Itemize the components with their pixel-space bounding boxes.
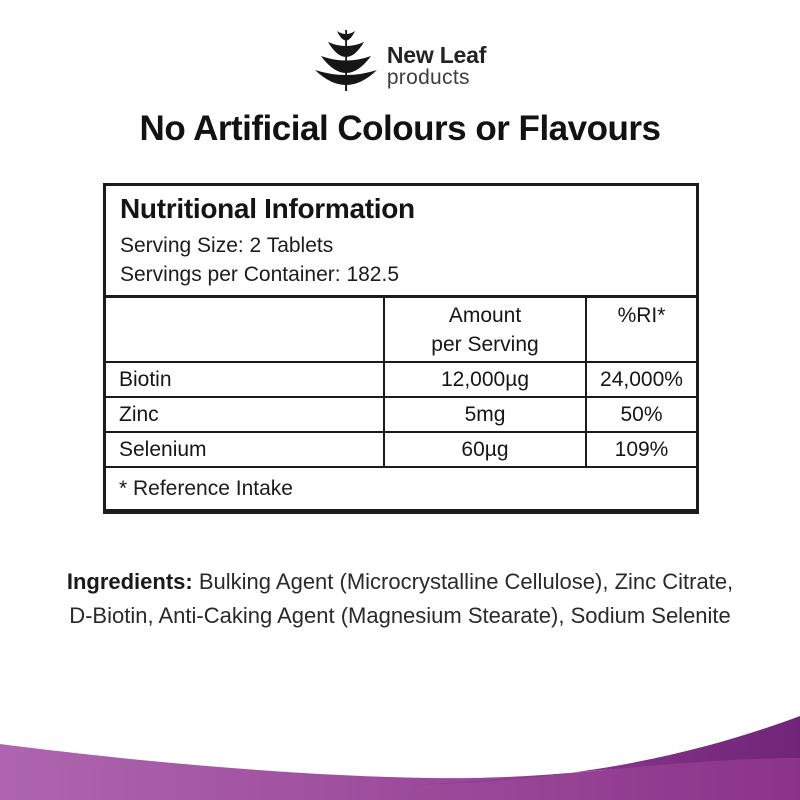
header-ri-label: %RI* [617,304,666,327]
servings-per-container: Servings per Container: 182.5 [120,263,399,286]
nutrient-name: Biotin [119,368,172,391]
nutrient-amount: 12,000µg [383,363,585,396]
table-header-row: Amount per Serving %RI* [106,298,696,361]
purple-wave-graphic [0,716,800,800]
claim-headline: No Artificial Colours or Flavours [139,109,661,148]
brand-name: New Leaf [386,42,487,68]
nutrient-amount: 60µg [383,433,585,466]
header-amount-line1: Amount [448,304,522,327]
nutrient-name: Zinc [119,403,159,426]
table-row: Selenium 60µg 109% [106,431,696,466]
tree-icon [314,30,377,91]
brand-logo: New Leaf products [0,26,800,92]
ingredients-text: Bulking Agent (Microcrystalline Cellulos… [69,569,734,628]
nutrient-ri: 50% [585,398,696,431]
header-cell-ri: %RI* [585,298,696,361]
nutrient-ri: 109% [585,433,696,466]
wave-front-shape [410,716,800,785]
nutrition-header: Nutritional Information Serving Size: 2 … [106,186,696,298]
header-cell-blank [106,298,383,361]
nutrient-amount: 5mg [383,398,585,431]
wave-back-shape [0,740,800,800]
nutrition-title: Nutritional Information [120,193,415,224]
nutrient-ri: 24,000% [585,363,696,396]
nutrient-name: Selenium [119,438,207,461]
brand-wordmark: New Leaf products [386,26,487,89]
table-row: Zinc 5mg 50% [106,396,696,431]
nutrition-panel: Nutritional Information Serving Size: 2 … [103,183,699,514]
ingredients-label: Ingredients: [66,569,193,594]
brand-subtitle: products [386,66,470,89]
reference-intake-footnote: * Reference Intake [106,466,696,509]
header-cell-amount: Amount per Serving [383,298,585,361]
serving-size: Serving Size: 2 Tablets [120,234,334,257]
header-amount-line2: per Serving [431,333,539,356]
ingredients-paragraph: Ingredients: Bulking Agent (Microcrystal… [60,565,740,633]
table-row: Biotin 12,000µg 24,000% [106,361,696,396]
